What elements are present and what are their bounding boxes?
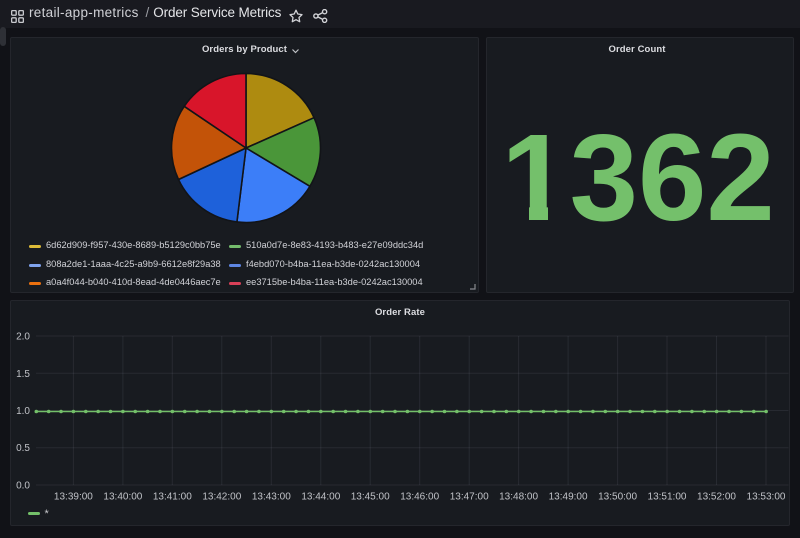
- svg-text:13:46:00: 13:46:00: [400, 492, 439, 503]
- svg-text:13:41:00: 13:41:00: [153, 492, 192, 503]
- svg-text:13:52:00: 13:52:00: [697, 492, 736, 503]
- svg-text:0.5: 0.5: [16, 443, 30, 454]
- svg-text:13:42:00: 13:42:00: [202, 492, 241, 503]
- svg-text:2.0: 2.0: [16, 332, 30, 343]
- svg-text:13:43:00: 13:43:00: [252, 492, 291, 503]
- svg-text:13:49:00: 13:49:00: [549, 492, 588, 503]
- svg-text:13:53:00: 13:53:00: [747, 492, 786, 503]
- svg-text:13:48:00: 13:48:00: [499, 492, 538, 503]
- svg-text:13:44:00: 13:44:00: [301, 492, 340, 503]
- svg-text:13:40:00: 13:40:00: [103, 492, 142, 503]
- svg-text:13:47:00: 13:47:00: [450, 492, 489, 503]
- svg-text:0.0: 0.0: [16, 481, 30, 492]
- svg-text:13:39:00: 13:39:00: [54, 492, 93, 503]
- svg-text:13:50:00: 13:50:00: [598, 492, 637, 503]
- svg-text:13:45:00: 13:45:00: [351, 492, 390, 503]
- svg-text:1.0: 1.0: [16, 406, 30, 417]
- svg-text:1.5: 1.5: [16, 369, 30, 380]
- svg-text:13:51:00: 13:51:00: [648, 492, 687, 503]
